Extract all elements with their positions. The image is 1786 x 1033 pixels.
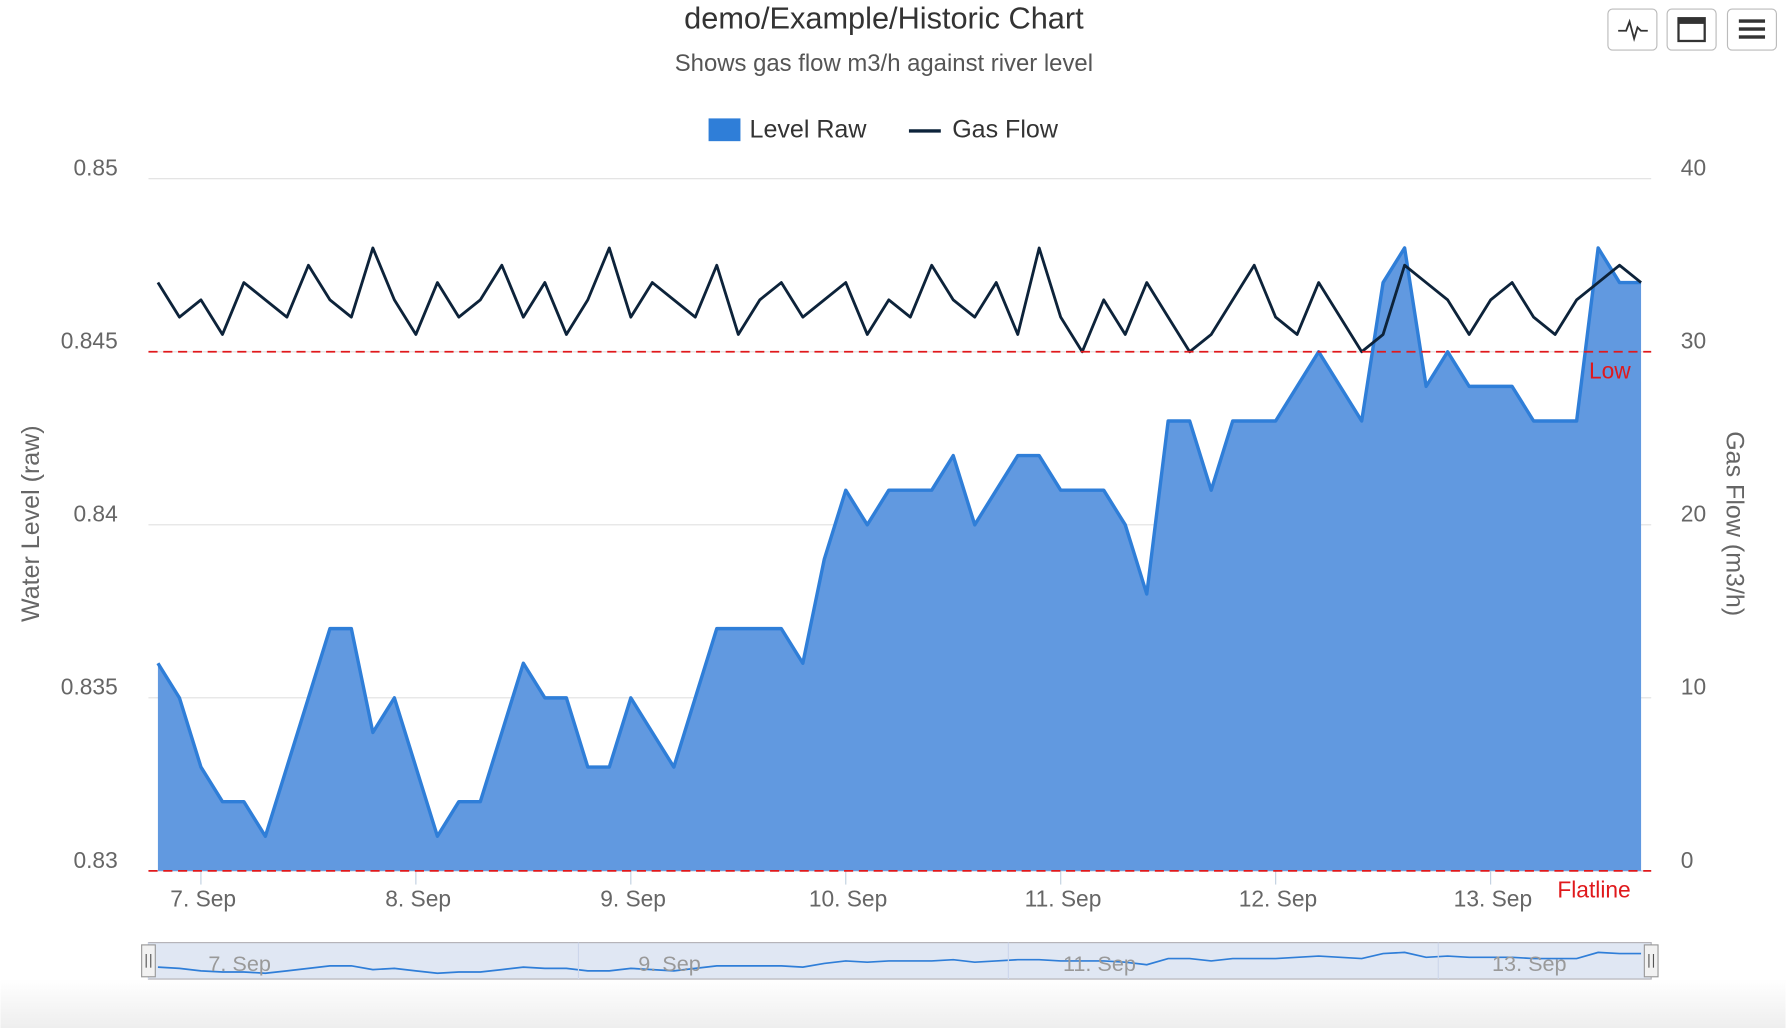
line [156,246,1642,354]
navigator-tick-label: 13. Sep [1492,951,1567,976]
area-fill [157,247,1642,871]
plot-line-label: Flatline [1557,876,1630,902]
legend-symbol [708,118,741,142]
chart-subtitle: Shows gas flow m3/h against river level [675,50,1093,77]
x-tick-label: 9. Sep [600,886,666,912]
x-tick-label: 7. Sep [170,886,236,912]
legend-label: Gas Flow [952,116,1059,144]
x-tick-label: 10. Sep [809,886,887,912]
y2-tick-label: 10 [1681,674,1706,700]
y-tick-label: 0.85 [73,155,117,181]
navigator-tick-label: 11. Sep [1063,951,1136,976]
y2-tick-label: 20 [1681,501,1706,527]
navigator-handle-box [141,944,156,978]
toolbar [1607,8,1777,51]
y-tick-label: 0.845 [61,328,118,354]
legend-item[interactable]: Gas Flow [908,116,1059,144]
plot-line-label: Low [1589,357,1631,383]
navigator-tick-label: 9. Sep [638,951,701,976]
x-tick-label: 13. Sep [1454,886,1532,912]
navigator-series [157,951,1642,975]
date-range-button[interactable] [1666,8,1717,51]
legend-label: Level Raw [750,116,868,144]
y2-tick-label: 30 [1681,328,1706,354]
x-tick-label: 11. Sep [1025,886,1102,912]
y-tick-label: 0.83 [73,847,117,873]
x-tick-label: 8. Sep [385,886,451,912]
footer-bg [0,979,1786,1028]
y-axis-title: Water Level (raw) [17,425,45,622]
x-tick-label: 12. Sep [1239,886,1317,912]
y-tick-label: 0.84 [73,501,117,527]
navigator-handle[interactable] [1643,944,1659,978]
menu-button[interactable] [1726,8,1777,51]
y2-tick-label: 0 [1681,847,1694,873]
y2-tick-label: 40 [1681,155,1706,181]
area-line [156,246,1642,838]
y2-axis-title: Gas Flow (m3/h) [1721,431,1749,616]
navigator-tick-label: 7. Sep [208,951,271,976]
chart-type-button[interactable] [1607,8,1658,51]
navigator-handle-box [1643,944,1659,978]
y-tick-label: 0.835 [61,674,118,700]
legend-item[interactable]: Level Raw [708,116,868,144]
chart-title: demo/Example/Historic Chart [684,1,1084,36]
navigator-handle[interactable] [141,944,156,978]
